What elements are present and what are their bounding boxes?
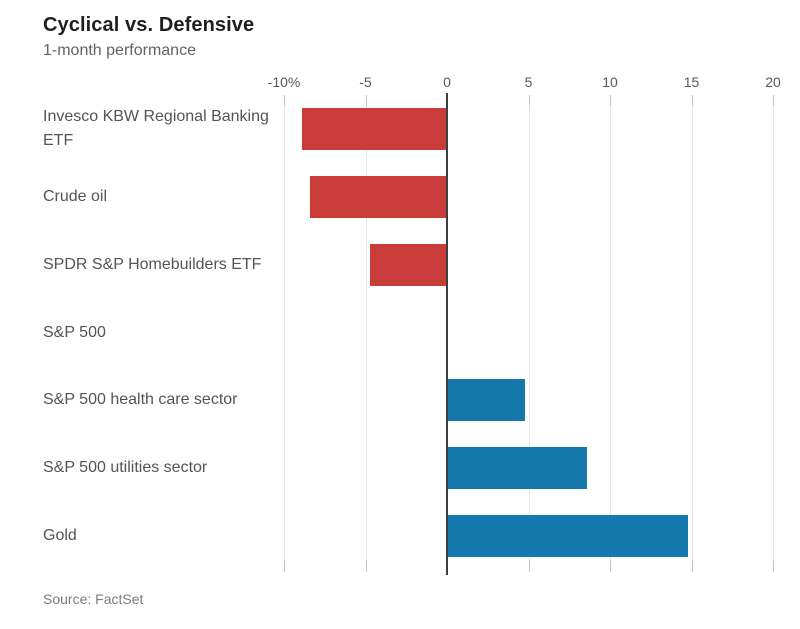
bar bbox=[447, 379, 526, 422]
category-label: S&P 500 bbox=[43, 323, 106, 341]
bar bbox=[447, 447, 588, 490]
x-tick-label: 20 bbox=[765, 74, 781, 90]
x-tick-label: 0 bbox=[443, 74, 451, 90]
axis-tick-top bbox=[610, 95, 611, 106]
axis-tick-bottom bbox=[610, 560, 611, 572]
axis-tick-bottom bbox=[773, 560, 774, 572]
zero-axis-line bbox=[446, 93, 448, 575]
axis-tick-top bbox=[691, 95, 693, 106]
category-label: Invesco KBW Regional Banking ETF bbox=[43, 107, 269, 149]
bar bbox=[310, 175, 447, 218]
category-label: SPDR S&P Homebuilders ETF bbox=[43, 255, 262, 273]
axis-tick-top bbox=[284, 95, 285, 106]
x-tick-label: 10 bbox=[602, 74, 618, 90]
gridline bbox=[610, 95, 611, 570]
chart-title: Cyclical vs. Defensive bbox=[43, 14, 255, 36]
category-label: S&P 500 utilities sector bbox=[43, 459, 208, 477]
axis-tick-bottom bbox=[365, 560, 367, 572]
x-tick-label: -10% bbox=[267, 74, 301, 90]
bar bbox=[301, 107, 447, 150]
axis-tick-top bbox=[773, 95, 774, 106]
gridline bbox=[528, 95, 530, 570]
axis-tick-bottom bbox=[284, 560, 285, 572]
gridline bbox=[773, 95, 774, 570]
x-tick-label: 5 bbox=[524, 74, 533, 90]
x-tick-label: 15 bbox=[683, 74, 700, 90]
gridline bbox=[284, 95, 285, 570]
axis-tick-top bbox=[365, 95, 367, 106]
gridline bbox=[365, 95, 367, 570]
bar bbox=[370, 243, 447, 286]
category-label: Crude oil bbox=[43, 187, 108, 205]
axis-tick-bottom bbox=[691, 560, 693, 572]
x-tick-label: -5 bbox=[359, 74, 372, 90]
bar bbox=[447, 515, 689, 558]
gridline bbox=[691, 95, 693, 570]
source-credit: Source: FactSet bbox=[43, 591, 144, 607]
category-label: S&P 500 health care sector bbox=[43, 391, 238, 409]
axis-tick-top bbox=[528, 95, 530, 106]
chart-subtitle: 1-month performance bbox=[43, 42, 196, 59]
category-label: Gold bbox=[43, 527, 77, 545]
axis-tick-bottom bbox=[528, 560, 530, 572]
